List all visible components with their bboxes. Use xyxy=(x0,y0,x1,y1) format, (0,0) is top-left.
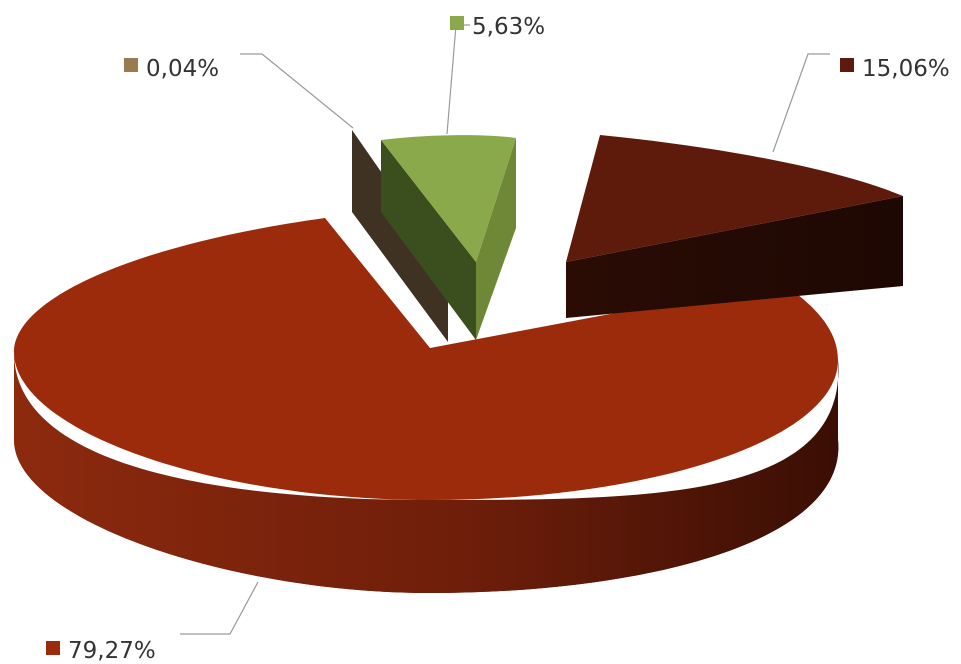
pie-slice-2 xyxy=(381,135,516,340)
pie-slice-1-top xyxy=(566,135,903,262)
pie-slice-0-top xyxy=(14,218,838,500)
pie-slice-0-side-fill xyxy=(14,352,839,593)
pie-slice-0 xyxy=(14,218,839,593)
pie-slice-1-side xyxy=(566,196,903,318)
label-key-1 xyxy=(840,58,854,72)
leader-line-1 xyxy=(772,53,830,153)
pie-slice-2-side-right xyxy=(476,138,516,340)
pie-slice-2-top xyxy=(381,135,516,262)
leader-line-2 xyxy=(446,24,470,135)
data-label-3: 0,04% xyxy=(146,56,219,82)
pie-slice-2-side-left xyxy=(381,140,476,340)
pie-slice-1 xyxy=(566,135,903,318)
label-key-0 xyxy=(46,641,60,655)
data-label-2: 5,63% xyxy=(472,14,545,40)
label-key-3 xyxy=(124,58,138,72)
leader-line-3 xyxy=(240,53,354,129)
data-label-1: 15,06% xyxy=(862,56,950,82)
data-label-0: 79,27% xyxy=(68,638,156,664)
leader-line-0 xyxy=(180,581,259,635)
label-key-2 xyxy=(450,16,464,30)
